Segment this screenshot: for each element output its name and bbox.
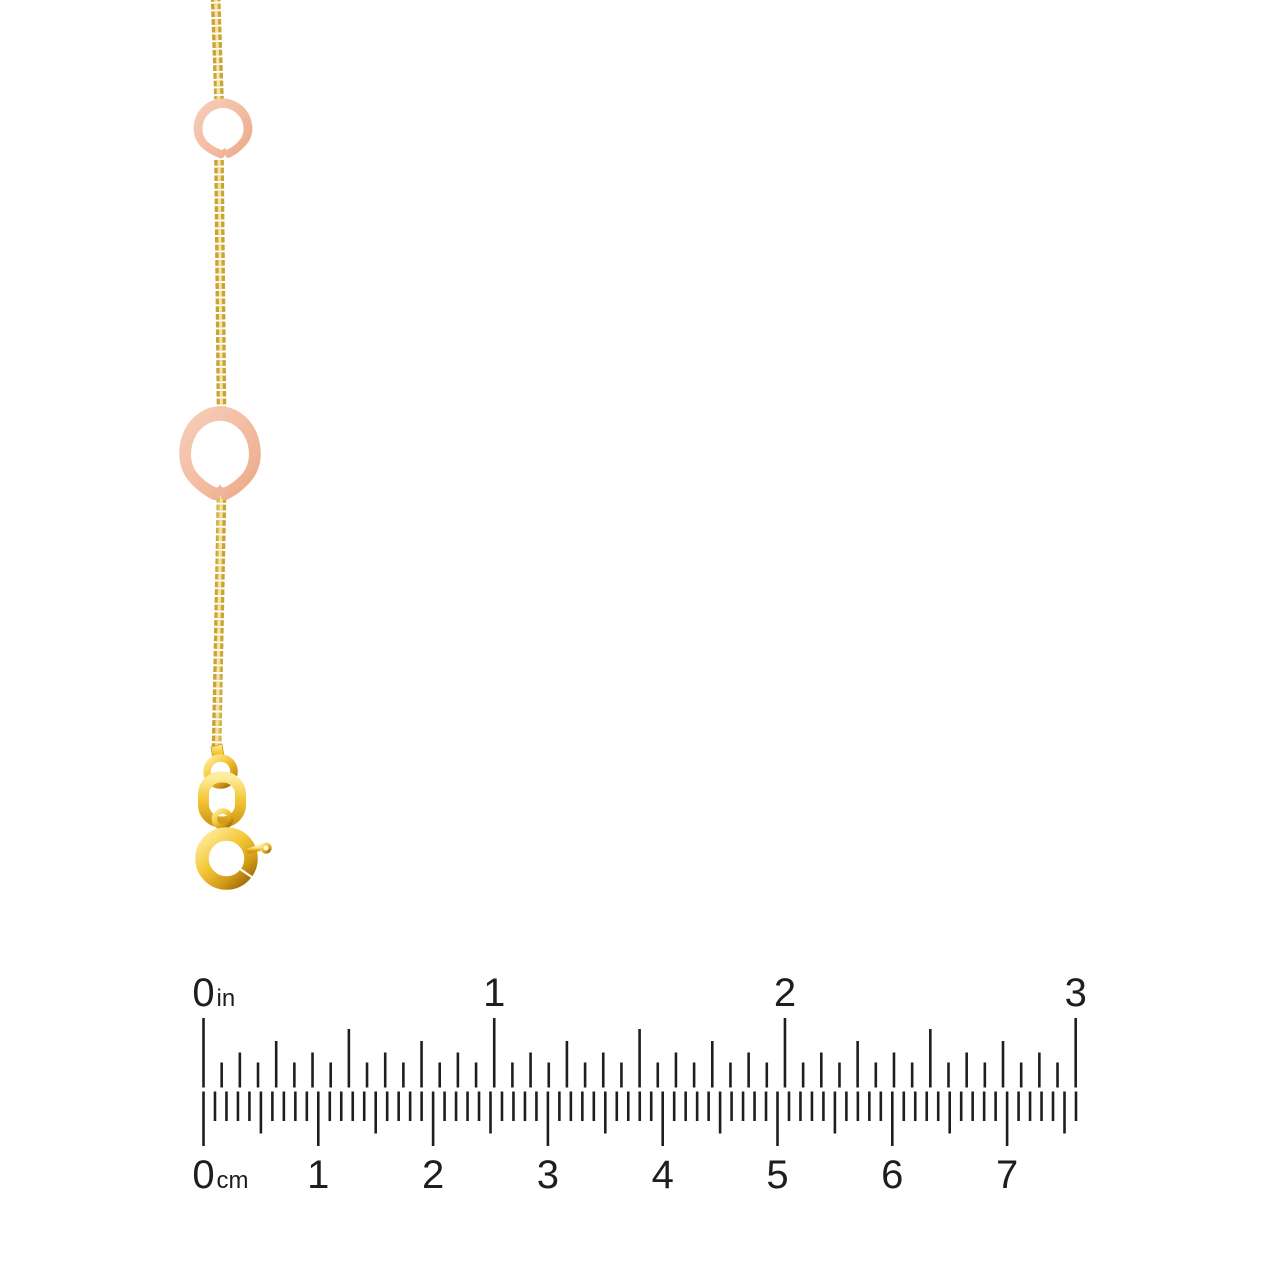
heart-station-large [179,406,261,501]
ruler-inch-labels: 0 in 1 2 3 [192,971,1086,1015]
inch-label-1: 1 [483,971,505,1015]
inch-label-3: 3 [1065,971,1087,1015]
cm-label-3: 3 [537,1153,559,1197]
chain-segment-middle [214,159,227,409]
ruler: 0 in 1 2 3 0 cm 1 2 3 4 5 6 7 [192,971,1086,1197]
ruler-cm-labels: 0 cm 1 2 3 4 5 6 7 [192,1153,1018,1197]
inch-label-2: 2 [774,971,796,1015]
cm-label-5: 5 [766,1153,788,1197]
chain-segment-bottom [211,496,227,749]
box-chain [210,0,227,749]
connector-link [198,771,246,828]
ruler-inch-ticks [202,1018,1077,1088]
cm-label-1: 1 [307,1153,329,1197]
heart-station-small [191,96,255,161]
clasp-loop [211,808,234,830]
cm-label-0: 0 [192,1153,214,1197]
spring-ring-lever-arm [246,844,265,854]
cm-label-4: 4 [652,1153,674,1197]
cm-label-6: 6 [881,1153,903,1197]
spring-ring-clasp [195,827,258,890]
cm-label-2: 2 [422,1153,444,1197]
clasp-assembly [195,743,272,890]
cm-unit-label: cm [217,1167,249,1194]
jump-ring [203,754,238,789]
inch-unit-label: in [217,985,236,1012]
spring-ring-lever-tip [260,842,272,854]
inch-label-0: 0 [192,971,214,1015]
ruler-cm-ticks [202,1091,1078,1146]
spring-ring-seam [239,868,254,879]
chain-segment-top [210,0,224,100]
cm-label-7: 7 [996,1153,1018,1197]
